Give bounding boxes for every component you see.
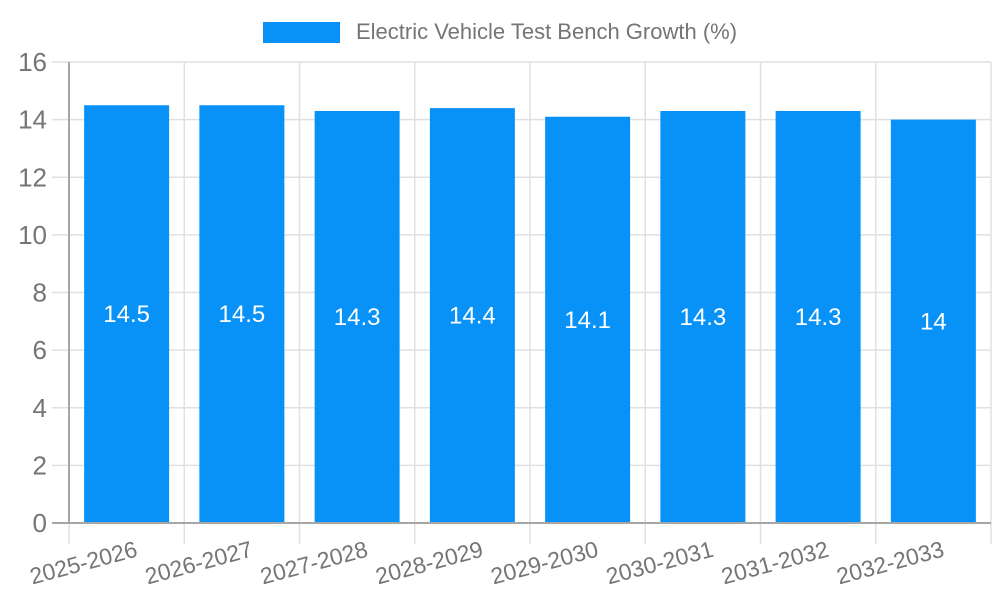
bar-value-label: 14 <box>920 308 947 335</box>
x-tick-label: 2031-2032 <box>718 536 831 590</box>
y-tick-label: 6 <box>33 335 47 365</box>
x-tick-label: 2029-2030 <box>488 536 601 590</box>
bar <box>84 105 170 523</box>
bar-value-label: 14.3 <box>680 304 727 331</box>
bar <box>314 110 400 523</box>
bar <box>890 119 976 523</box>
y-tick-label: 0 <box>33 508 47 538</box>
y-tick-label: 14 <box>18 105 47 135</box>
bar <box>775 110 861 523</box>
y-tick-label: 12 <box>18 162 47 192</box>
y-tick-label: 16 <box>18 47 47 77</box>
bar-value-label: 14.5 <box>219 301 266 328</box>
bar-value-label: 14.3 <box>334 304 381 331</box>
x-tick-label: 2030-2031 <box>603 536 716 590</box>
x-tick-label: 2028-2029 <box>373 536 486 590</box>
bar <box>199 105 285 523</box>
x-tick-label: 2032-2033 <box>834 536 947 590</box>
bar-value-label: 14.5 <box>103 301 150 328</box>
x-tick-label: 2027-2028 <box>257 536 370 590</box>
legend-swatch <box>262 21 340 43</box>
bar-value-label: 14.4 <box>449 303 496 330</box>
y-tick-label: 4 <box>33 393 47 423</box>
x-tick-label: 2025-2026 <box>27 536 140 590</box>
bar <box>429 108 515 523</box>
y-tick-label: 10 <box>18 220 47 250</box>
y-tick-label: 2 <box>33 450 47 480</box>
bar-value-label: 14.1 <box>564 307 611 334</box>
x-tick-label: 2026-2027 <box>142 536 255 590</box>
y-tick-label: 8 <box>33 278 47 308</box>
legend: Electric Vehicle Test Bench Growth (%) <box>0 17 1000 47</box>
bar-value-label: 14.3 <box>795 304 842 331</box>
legend-label: Electric Vehicle Test Bench Growth (%) <box>355 19 738 44</box>
bar <box>545 116 631 524</box>
bar <box>660 110 746 523</box>
